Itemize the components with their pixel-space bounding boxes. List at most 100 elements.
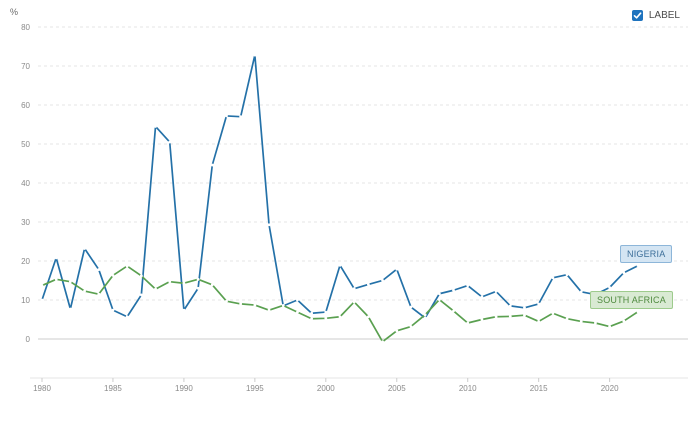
y-tick-label: 40 xyxy=(21,179,30,188)
data-point[interactable] xyxy=(551,276,555,280)
data-point[interactable] xyxy=(83,247,86,250)
x-axis-ticks: 1980 1985 1990 1995 2000 2005 2010 2015 2020 xyxy=(33,378,619,393)
data-point[interactable] xyxy=(437,292,441,296)
series-line-nigeria xyxy=(41,54,639,319)
data-point[interactable] xyxy=(54,256,58,260)
data-point[interactable] xyxy=(210,163,214,167)
data-point[interactable] xyxy=(210,283,214,287)
data-point[interactable] xyxy=(324,316,328,320)
data-point[interactable] xyxy=(409,325,413,328)
data-point[interactable] xyxy=(168,140,172,144)
data-point[interactable] xyxy=(68,280,72,284)
data-point[interactable] xyxy=(452,309,455,313)
y-tick-label: 10 xyxy=(21,296,30,305)
data-point[interactable] xyxy=(296,310,299,314)
data-point[interactable] xyxy=(352,300,356,304)
x-tick-label: 2005 xyxy=(388,384,406,393)
data-point[interactable] xyxy=(267,223,271,227)
x-tick-label: 2010 xyxy=(459,384,477,393)
data-point[interactable] xyxy=(97,268,101,271)
data-point[interactable] xyxy=(253,303,257,307)
data-point[interactable] xyxy=(253,53,257,57)
data-point[interactable] xyxy=(537,302,541,306)
data-point[interactable] xyxy=(551,311,555,315)
data-point[interactable] xyxy=(83,289,86,293)
data-point[interactable] xyxy=(54,277,58,281)
x-tick-label: 1980 xyxy=(33,384,51,393)
data-point[interactable] xyxy=(608,325,612,328)
data-point[interactable] xyxy=(139,293,143,297)
data-point[interactable] xyxy=(622,319,626,323)
data-point[interactable] xyxy=(480,295,484,299)
data-point[interactable] xyxy=(139,274,143,278)
data-point[interactable] xyxy=(437,298,441,302)
y-axis-ticks: 0 10 20 30 40 50 60 70 80 xyxy=(21,23,30,344)
data-point[interactable] xyxy=(622,271,626,275)
series-nigeria xyxy=(40,53,640,320)
x-tick-label: 1985 xyxy=(104,384,122,393)
data-point[interactable] xyxy=(466,284,470,287)
data-point[interactable] xyxy=(508,314,512,318)
data-point[interactable] xyxy=(565,317,569,321)
data-point[interactable] xyxy=(636,310,640,314)
data-point[interactable] xyxy=(579,320,583,323)
data-point[interactable] xyxy=(423,313,427,317)
data-point[interactable] xyxy=(111,308,115,312)
data-point[interactable] xyxy=(225,299,228,303)
data-point[interactable] xyxy=(296,298,299,302)
data-point[interactable] xyxy=(494,290,498,293)
data-point[interactable] xyxy=(324,310,328,314)
data-point[interactable] xyxy=(310,317,314,321)
data-point[interactable] xyxy=(338,263,342,267)
y-tick-label: 60 xyxy=(21,101,30,110)
data-point[interactable] xyxy=(125,264,129,268)
data-point[interactable] xyxy=(494,315,498,319)
data-point[interactable] xyxy=(636,264,640,268)
data-point[interactable] xyxy=(381,340,384,344)
data-point[interactable] xyxy=(196,277,200,281)
data-point[interactable] xyxy=(594,321,597,325)
label-toggle-text: LABEL xyxy=(648,10,680,21)
data-point[interactable] xyxy=(366,315,370,319)
data-point[interactable] xyxy=(537,320,541,323)
y-tick-label: 50 xyxy=(21,140,30,149)
data-point[interactable] xyxy=(523,313,526,317)
data-point[interactable] xyxy=(409,305,413,309)
x-tick-label: 2000 xyxy=(317,384,335,393)
data-point[interactable] xyxy=(352,287,356,291)
label-checkbox[interactable] xyxy=(631,10,643,21)
data-point[interactable] xyxy=(239,115,243,119)
data-point[interactable] xyxy=(395,329,399,333)
data-point[interactable] xyxy=(395,267,399,271)
data-point[interactable] xyxy=(281,304,285,307)
data-point[interactable] xyxy=(111,274,115,277)
data-point[interactable] xyxy=(225,114,228,118)
data-point[interactable] xyxy=(565,273,569,277)
data-point[interactable] xyxy=(480,318,484,321)
data-point[interactable] xyxy=(267,308,271,312)
data-point[interactable] xyxy=(40,298,44,302)
data-point[interactable] xyxy=(423,316,427,320)
data-point[interactable] xyxy=(97,292,101,296)
data-point[interactable] xyxy=(125,315,129,319)
data-point[interactable] xyxy=(239,302,243,306)
data-point[interactable] xyxy=(40,284,44,287)
data-point[interactable] xyxy=(452,288,455,292)
data-point[interactable] xyxy=(154,287,157,291)
data-point[interactable] xyxy=(154,125,157,128)
data-point[interactable] xyxy=(168,280,172,284)
data-point[interactable] xyxy=(381,279,384,282)
data-point[interactable] xyxy=(182,281,186,285)
data-point[interactable] xyxy=(466,321,470,325)
data-point[interactable] xyxy=(68,307,72,311)
data-point[interactable] xyxy=(182,308,186,312)
data-point[interactable] xyxy=(579,290,583,294)
data-point[interactable] xyxy=(366,283,370,286)
data-point[interactable] xyxy=(508,304,512,308)
label-toggle[interactable]: LABEL xyxy=(631,10,680,21)
data-point[interactable] xyxy=(196,286,200,290)
data-point[interactable] xyxy=(310,311,314,315)
data-point[interactable] xyxy=(523,306,526,310)
data-point[interactable] xyxy=(608,286,612,289)
data-point[interactable] xyxy=(338,315,342,319)
